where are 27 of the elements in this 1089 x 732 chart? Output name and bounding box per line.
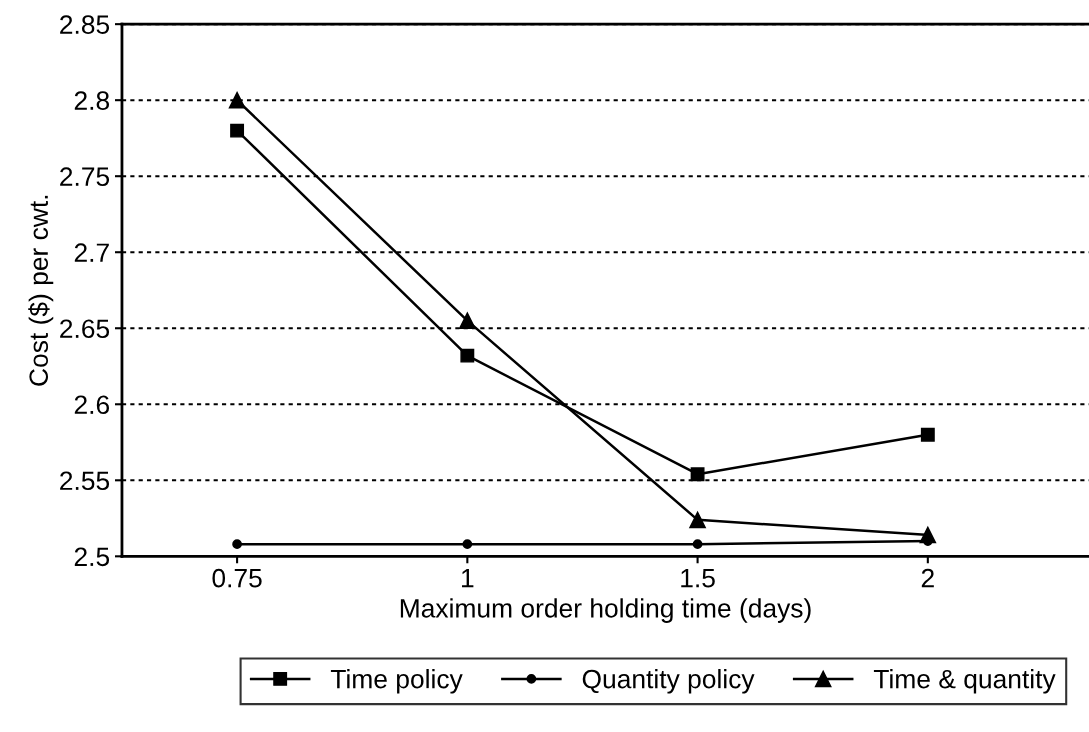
point <box>689 511 706 529</box>
y-tick-label: 2.65 <box>60 319 110 339</box>
point <box>692 539 703 550</box>
y-tick-label: 2.8 <box>74 91 110 110</box>
point <box>690 467 705 482</box>
y-tick-label: 2.5 <box>74 547 110 567</box>
point <box>459 312 476 329</box>
point <box>228 91 246 109</box>
legend-label: Time policy <box>330 669 463 694</box>
y-tick-label: 2.55 <box>60 471 110 491</box>
legend-label: Quantity policy <box>582 669 755 694</box>
point <box>460 348 475 363</box>
y-axis-title: Cost ($) per cwt. <box>28 195 54 386</box>
point <box>920 427 935 442</box>
x-axis-title: Maximum order holding time (days) <box>400 598 811 623</box>
point <box>230 123 245 138</box>
legend-label: Time & quantity <box>873 669 1056 694</box>
x-tick-label: 0.75 <box>212 568 262 588</box>
y-tick-label: 2.75 <box>60 167 110 187</box>
x-tick-label: 1.5 <box>681 569 715 588</box>
y-tick-label: 2.7 <box>74 243 109 262</box>
point <box>232 539 242 550</box>
point <box>462 539 473 550</box>
x-tick-label: 1 <box>462 569 474 588</box>
y-tick-label: 2.6 <box>74 395 110 415</box>
x-tick-label: 2 <box>921 568 934 588</box>
y-tick-label: 2.85 <box>60 15 110 34</box>
